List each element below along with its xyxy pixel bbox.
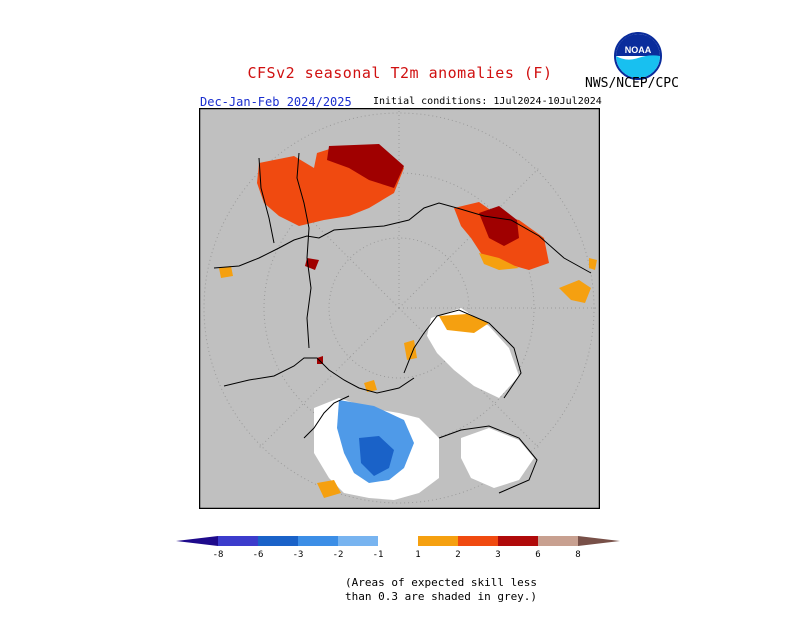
colorbar-swatch-m3-m2 bbox=[298, 536, 338, 546]
colorbar: -8 -6 -3 -2 -1 1 2 3 6 8 bbox=[176, 536, 620, 560]
colorbar-tick: -3 bbox=[293, 550, 304, 560]
colorbar-tick: -1 bbox=[373, 550, 384, 560]
colorbar-tick: 1 bbox=[415, 550, 420, 560]
colorbar-swatch-m2-m1 bbox=[338, 536, 378, 546]
colorbar-swatch-m8-m6 bbox=[218, 536, 258, 546]
map-border bbox=[199, 108, 600, 509]
map-title: CFSv2 seasonal T2m anomalies (F) bbox=[247, 64, 553, 82]
colorbar-tick: 8 bbox=[575, 550, 580, 560]
coastlines bbox=[213, 152, 592, 494]
anomaly-region-siberia-strong bbox=[479, 206, 519, 246]
colorbar-tick: -6 bbox=[253, 550, 264, 560]
colorbar-swatch-2-3 bbox=[458, 536, 498, 546]
colorbar-swatch-m6-m3 bbox=[258, 536, 298, 546]
forecast-period: Dec-Jan-Feb 2024/2025 bbox=[200, 95, 352, 109]
greenland-region bbox=[427, 308, 519, 398]
footnote-line-2: than 0.3 are shaded in grey.) bbox=[345, 590, 538, 603]
noaa-logo: NOAA bbox=[614, 32, 662, 80]
colorbar-high-arrow bbox=[578, 536, 620, 546]
skill-footnote: (Areas of expected skill less than 0.3 a… bbox=[345, 576, 537, 604]
colorbar-tick: -8 bbox=[213, 550, 224, 560]
colorbar-swatch-m1-1 bbox=[378, 536, 418, 546]
polar-map bbox=[199, 108, 600, 509]
colorbar-swatch-6-8 bbox=[538, 536, 578, 546]
colorbar-tick: 2 bbox=[455, 550, 460, 560]
colorbar-swatch-1-2 bbox=[418, 536, 458, 546]
colorbar-tick: 6 bbox=[535, 550, 540, 560]
initial-conditions: Initial conditions: 1Jul2024-10Jul2024 bbox=[373, 96, 602, 107]
colorbar-swatch-3-6 bbox=[498, 536, 538, 546]
colorbar-low-arrow bbox=[176, 536, 218, 546]
noaa-logo-text: NOAA bbox=[625, 45, 652, 55]
colorbar-tick: 3 bbox=[495, 550, 500, 560]
latitude-gridlines bbox=[203, 112, 595, 504]
footnote-line-1: (Areas of expected skill less bbox=[345, 576, 538, 589]
anomaly-region-europe-strong bbox=[327, 144, 404, 188]
colorbar-tick: -2 bbox=[333, 550, 344, 560]
agency-label: NWS/NCEP/CPC bbox=[585, 76, 679, 91]
